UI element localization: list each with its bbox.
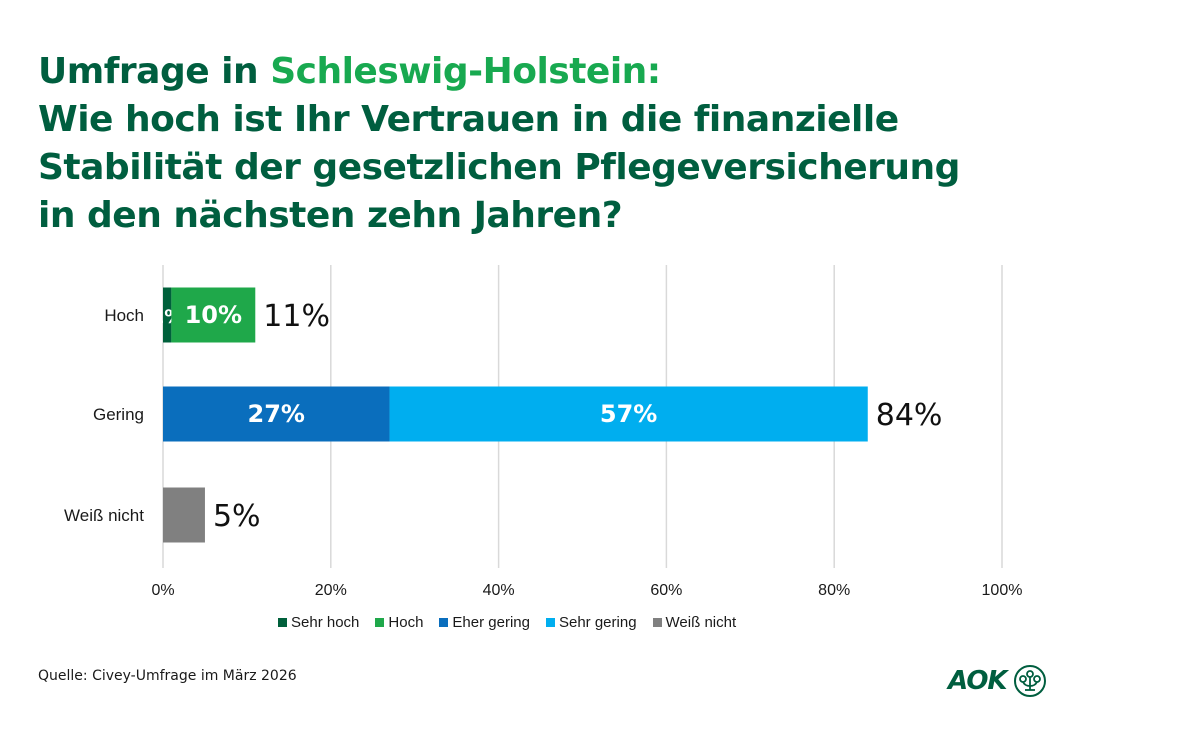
legend-swatch xyxy=(545,618,555,627)
bar-segment xyxy=(171,287,256,343)
x-tick-label: 20% xyxy=(315,582,347,599)
x-tick-label: 80% xyxy=(818,582,850,599)
chart-title: Umfrage in Schleswig-Holstein: Wie hoch … xyxy=(38,48,960,240)
x-tick-label: 100% xyxy=(982,582,1023,599)
bar-total-label: 84% xyxy=(876,398,943,433)
legend-label: Weiß nicht xyxy=(665,614,737,631)
source-note: Quelle: Civey-Umfrage im März 2026 xyxy=(38,668,297,684)
legend-item: Weiß nicht xyxy=(652,614,737,631)
legend-item: Hoch xyxy=(375,614,423,631)
legend-swatch xyxy=(652,618,662,627)
category-label: Weiß nicht xyxy=(64,506,144,525)
legend-item: Sehr hoch xyxy=(278,614,359,631)
bar-data-label: 27% xyxy=(248,400,305,428)
legend-label: Hoch xyxy=(388,614,424,631)
title-region-highlight: Schleswig-Holstein: xyxy=(270,51,661,92)
chart-legend: Sehr hoch Hoch Eher gering Sehr gering Weiß … xyxy=(278,614,736,631)
bar-data-label: 10% xyxy=(185,301,242,329)
legend-swatch xyxy=(375,618,385,627)
bar-data-label: 57% xyxy=(600,400,657,428)
legend-swatch xyxy=(439,618,449,627)
bar-total-label: 5% xyxy=(213,499,261,534)
title-line-3: Stabilität der gesetzlichen Pflegeversic… xyxy=(38,147,960,188)
tree-icon xyxy=(1013,665,1046,697)
logo-text: AOK xyxy=(948,666,1008,696)
legend-label: Eher gering xyxy=(452,614,530,631)
title-line-4: in den nächsten zehn Jahren? xyxy=(38,195,623,236)
category-label: Hoch xyxy=(104,306,144,325)
x-tick-label: 0% xyxy=(151,582,174,599)
legend-label: Sehr hoch xyxy=(291,614,360,631)
aok-logo: AOK xyxy=(948,664,1047,698)
legend-swatch xyxy=(278,618,287,627)
bar-total-label: 11% xyxy=(263,299,330,334)
x-tick-label: 40% xyxy=(483,582,515,599)
x-tick-label: 60% xyxy=(650,582,682,599)
bar-segment xyxy=(163,487,205,543)
legend-item: Eher gering xyxy=(439,614,530,631)
bar-segment xyxy=(163,386,390,442)
legend-label: Sehr gering xyxy=(558,614,637,631)
title-line-1: Umfrage in Schleswig-Holstein: xyxy=(38,51,661,92)
category-label: Gering xyxy=(93,405,144,424)
title-line-2: Wie hoch ist Ihr Vertrauen in die finanz… xyxy=(38,99,899,140)
bar-segment xyxy=(389,386,868,442)
legend-item: Sehr gering xyxy=(545,614,637,631)
bar-segment xyxy=(163,287,172,343)
